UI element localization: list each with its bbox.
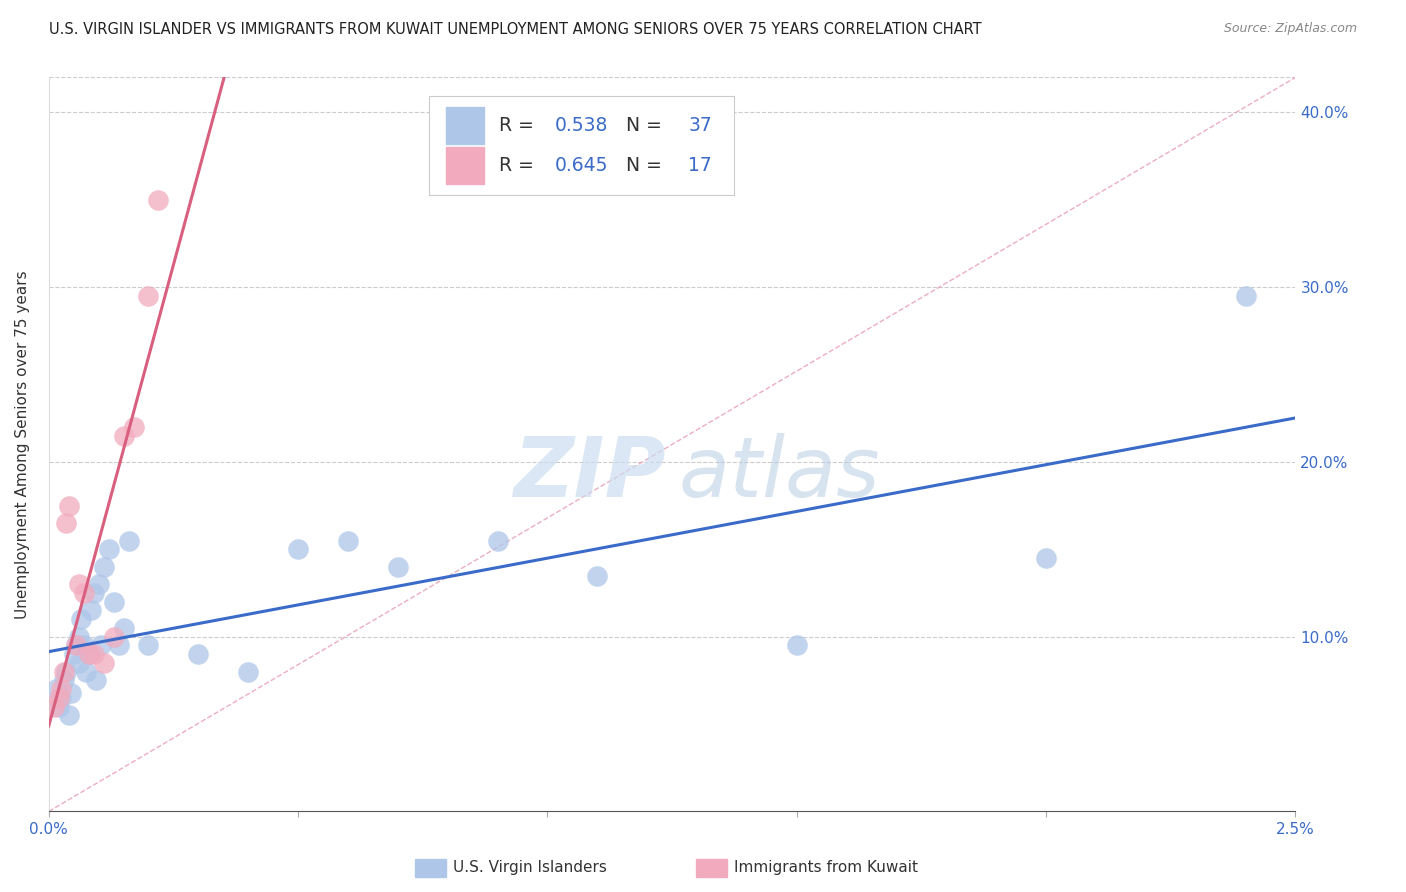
- Bar: [447, 147, 484, 184]
- Point: [138, 639, 160, 653]
- Point: [83, 586, 105, 600]
- Text: atlas: atlas: [678, 434, 880, 515]
- Point: [148, 193, 170, 207]
- Point: [73, 639, 96, 653]
- Point: [77, 647, 100, 661]
- Point: [52, 673, 75, 688]
- Point: [93, 656, 115, 670]
- Text: 37: 37: [689, 116, 711, 135]
- Point: [238, 665, 260, 679]
- Point: [48, 690, 70, 705]
- Point: [112, 621, 135, 635]
- Text: 17: 17: [689, 156, 711, 175]
- Point: [58, 708, 80, 723]
- Point: [75, 665, 97, 679]
- FancyBboxPatch shape: [429, 95, 734, 194]
- Text: R =: R =: [499, 156, 540, 175]
- Point: [52, 665, 75, 679]
- Point: [90, 639, 112, 653]
- Text: U.S. Virgin Islanders: U.S. Virgin Islanders: [453, 861, 606, 875]
- Point: [73, 586, 96, 600]
- Point: [107, 639, 129, 653]
- Point: [84, 673, 107, 688]
- Point: [122, 420, 145, 434]
- Point: [67, 577, 90, 591]
- Point: [336, 533, 359, 548]
- Point: [1234, 289, 1257, 303]
- Text: N =: N =: [613, 156, 668, 175]
- Text: Immigrants from Kuwait: Immigrants from Kuwait: [734, 861, 918, 875]
- Point: [187, 647, 209, 661]
- Point: [138, 289, 160, 303]
- Point: [387, 559, 409, 574]
- Point: [67, 656, 90, 670]
- Text: Source: ZipAtlas.com: Source: ZipAtlas.com: [1223, 22, 1357, 36]
- Point: [287, 542, 309, 557]
- Text: N =: N =: [613, 116, 668, 135]
- Point: [486, 533, 509, 548]
- Point: [97, 542, 120, 557]
- Point: [60, 685, 83, 699]
- Point: [117, 533, 139, 548]
- Point: [45, 682, 67, 697]
- Point: [93, 559, 115, 574]
- Point: [586, 568, 609, 582]
- Point: [103, 595, 125, 609]
- Point: [65, 639, 87, 653]
- Point: [103, 630, 125, 644]
- Text: 0.538: 0.538: [555, 116, 609, 135]
- Point: [1035, 551, 1057, 566]
- Point: [55, 665, 77, 679]
- Bar: [447, 107, 484, 144]
- Point: [83, 647, 105, 661]
- Text: ZIP: ZIP: [513, 434, 666, 515]
- Point: [65, 639, 87, 653]
- Point: [87, 577, 110, 591]
- Point: [80, 603, 103, 617]
- Point: [70, 612, 93, 626]
- Point: [51, 682, 73, 697]
- Point: [55, 516, 77, 530]
- Point: [77, 647, 100, 661]
- Point: [112, 428, 135, 442]
- Y-axis label: Unemployment Among Seniors over 75 years: Unemployment Among Seniors over 75 years: [15, 270, 30, 619]
- Point: [42, 699, 65, 714]
- Point: [786, 639, 808, 653]
- Text: 0.645: 0.645: [555, 156, 609, 175]
- Text: R =: R =: [499, 116, 540, 135]
- Point: [58, 499, 80, 513]
- Text: U.S. VIRGIN ISLANDER VS IMMIGRANTS FROM KUWAIT UNEMPLOYMENT AMONG SENIORS OVER 7: U.S. VIRGIN ISLANDER VS IMMIGRANTS FROM …: [49, 22, 981, 37]
- Point: [67, 630, 90, 644]
- Point: [48, 699, 70, 714]
- Point: [62, 647, 84, 661]
- Point: [51, 690, 73, 705]
